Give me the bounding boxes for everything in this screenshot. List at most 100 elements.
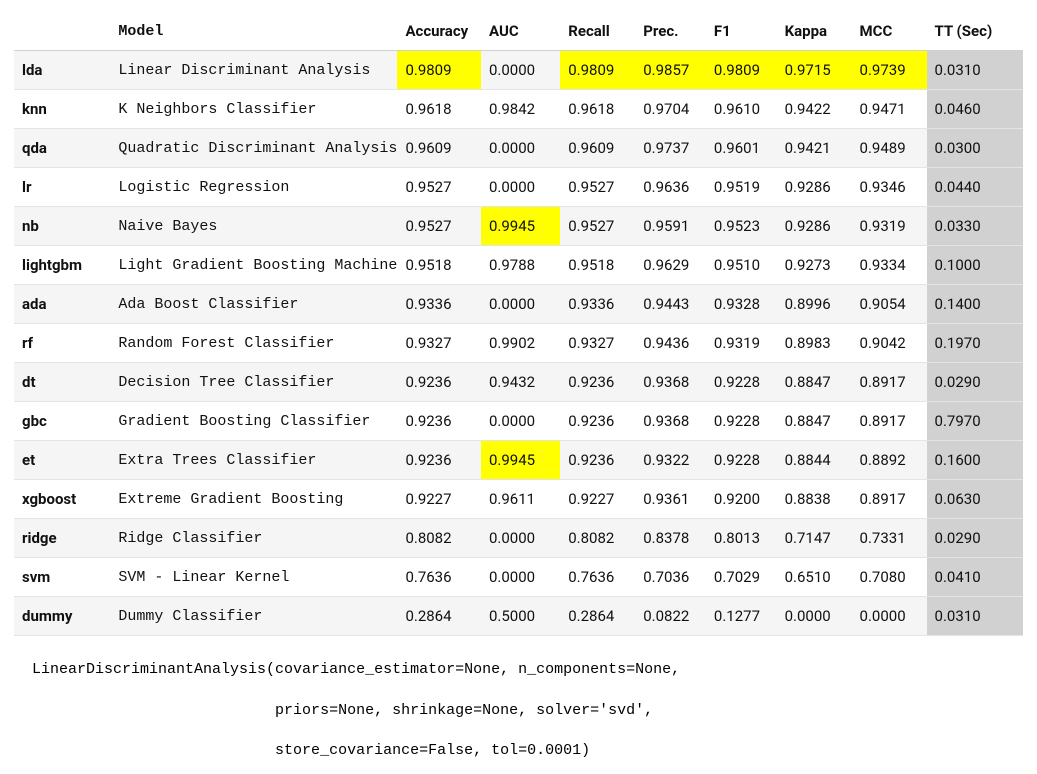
cell-model: Decision Tree Classifier: [110, 363, 397, 402]
cell-prec: 0.9368: [635, 363, 706, 402]
column-header-key: [14, 12, 110, 51]
cell-model: SVM - Linear Kernel: [110, 558, 397, 597]
cell-tt: 0.0300: [927, 129, 1023, 168]
cell-key: nb: [14, 207, 110, 246]
cell-f1: 0.9200: [706, 480, 777, 519]
cell-model: Dummy Classifier: [110, 597, 397, 636]
cell-model: Light Gradient Boosting Machine: [110, 246, 397, 285]
cell-model: Gradient Boosting Classifier: [110, 402, 397, 441]
cell-f1: 0.8013: [706, 519, 777, 558]
column-header-f1: F1: [706, 12, 777, 51]
cell-recall: 0.9527: [560, 168, 635, 207]
cell-model: Naive Bayes: [110, 207, 397, 246]
cell-tt: 0.0290: [927, 363, 1023, 402]
cell-f1: 0.9610: [706, 90, 777, 129]
cell-mcc: 0.7331: [852, 519, 927, 558]
cell-auc: 0.0000: [481, 129, 560, 168]
cell-model: Extra Trees Classifier: [110, 441, 397, 480]
column-header-tt: TT (Sec): [927, 12, 1023, 51]
cell-accuracy: 0.9227: [397, 480, 481, 519]
cell-prec: 0.9737: [635, 129, 706, 168]
table-row: adaAda Boost Classifier0.93360.00000.933…: [14, 285, 1023, 324]
cell-auc: 0.0000: [481, 519, 560, 558]
cell-kappa: 0.9422: [777, 90, 852, 129]
table-row: ridgeRidge Classifier0.80820.00000.80820…: [14, 519, 1023, 558]
cell-auc: 0.5000: [481, 597, 560, 636]
cell-tt: 0.0630: [927, 480, 1023, 519]
cell-accuracy: 0.9527: [397, 168, 481, 207]
cell-tt: 0.0410: [927, 558, 1023, 597]
cell-recall: 0.9618: [560, 90, 635, 129]
cell-mcc: 0.9471: [852, 90, 927, 129]
cell-tt: 0.1600: [927, 441, 1023, 480]
cell-accuracy: 0.9518: [397, 246, 481, 285]
cell-accuracy: 0.2864: [397, 597, 481, 636]
cell-mcc: 0.9334: [852, 246, 927, 285]
cell-model: Extreme Gradient Boosting: [110, 480, 397, 519]
cell-f1: 0.9228: [706, 363, 777, 402]
cell-kappa: 0.7147: [777, 519, 852, 558]
cell-auc: 0.9902: [481, 324, 560, 363]
cell-prec: 0.7036: [635, 558, 706, 597]
cell-f1: 0.9319: [706, 324, 777, 363]
table-body: ldaLinear Discriminant Analysis0.98090.0…: [14, 51, 1023, 636]
column-header-prec: Prec.: [635, 12, 706, 51]
cell-kappa: 0.9286: [777, 168, 852, 207]
cell-recall: 0.8082: [560, 519, 635, 558]
cell-recall: 0.9809: [560, 51, 635, 90]
cell-tt: 0.0460: [927, 90, 1023, 129]
table-row: dummyDummy Classifier0.28640.50000.28640…: [14, 597, 1023, 636]
cell-recall: 0.9227: [560, 480, 635, 519]
cell-auc: 0.9945: [481, 441, 560, 480]
cell-recall: 0.9336: [560, 285, 635, 324]
cell-model: Random Forest Classifier: [110, 324, 397, 363]
cell-key: ada: [14, 285, 110, 324]
cell-accuracy: 0.9236: [397, 441, 481, 480]
cell-auc: 0.0000: [481, 285, 560, 324]
cell-f1: 0.9510: [706, 246, 777, 285]
cell-f1: 0.9519: [706, 168, 777, 207]
cell-key: lda: [14, 51, 110, 90]
cell-f1: 0.1277: [706, 597, 777, 636]
cell-key: ridge: [14, 519, 110, 558]
cell-key: dt: [14, 363, 110, 402]
table-row: ldaLinear Discriminant Analysis0.98090.0…: [14, 51, 1023, 90]
cell-model: Ada Boost Classifier: [110, 285, 397, 324]
code-line: store_covariance=False, tol=0.0001): [32, 742, 590, 759]
table-row: dtDecision Tree Classifier0.92360.94320.…: [14, 363, 1023, 402]
cell-mcc: 0.7080: [852, 558, 927, 597]
cell-tt: 0.0330: [927, 207, 1023, 246]
cell-key: xgboost: [14, 480, 110, 519]
cell-kappa: 0.8996: [777, 285, 852, 324]
cell-kappa: 0.0000: [777, 597, 852, 636]
cell-auc: 0.0000: [481, 558, 560, 597]
table-row: xgboostExtreme Gradient Boosting0.92270.…: [14, 480, 1023, 519]
table-row: nbNaive Bayes0.95270.99450.95270.95910.9…: [14, 207, 1023, 246]
cell-mcc: 0.9042: [852, 324, 927, 363]
cell-accuracy: 0.9809: [397, 51, 481, 90]
cell-recall: 0.9527: [560, 207, 635, 246]
table-row: svmSVM - Linear Kernel0.76360.00000.7636…: [14, 558, 1023, 597]
cell-kappa: 0.8983: [777, 324, 852, 363]
cell-model: Quadratic Discriminant Analysis: [110, 129, 397, 168]
column-header-auc: AUC: [481, 12, 560, 51]
cell-tt: 0.7970: [927, 402, 1023, 441]
cell-prec: 0.9591: [635, 207, 706, 246]
cell-key: gbc: [14, 402, 110, 441]
cell-prec: 0.9443: [635, 285, 706, 324]
cell-model: Logistic Regression: [110, 168, 397, 207]
cell-key: qda: [14, 129, 110, 168]
cell-model: Ridge Classifier: [110, 519, 397, 558]
cell-accuracy: 0.9336: [397, 285, 481, 324]
cell-recall: 0.2864: [560, 597, 635, 636]
cell-kappa: 0.8847: [777, 363, 852, 402]
cell-mcc: 0.9489: [852, 129, 927, 168]
cell-accuracy: 0.9609: [397, 129, 481, 168]
cell-prec: 0.9704: [635, 90, 706, 129]
cell-accuracy: 0.9236: [397, 363, 481, 402]
table-row: knnK Neighbors Classifier0.96180.98420.9…: [14, 90, 1023, 129]
column-header-model: Model: [110, 12, 397, 51]
cell-mcc: 0.8892: [852, 441, 927, 480]
cell-key: lightgbm: [14, 246, 110, 285]
cell-accuracy: 0.9527: [397, 207, 481, 246]
